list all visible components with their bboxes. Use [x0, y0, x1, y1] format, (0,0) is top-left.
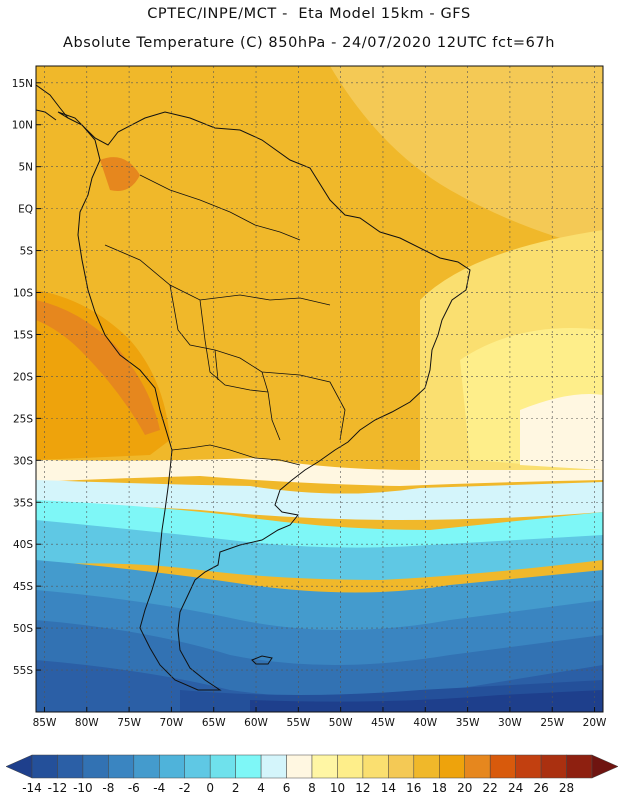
colorbar-swatch	[566, 754, 593, 779]
country-borders	[104, 174, 346, 466]
lat-tick-label: 35S	[13, 497, 33, 509]
lat-tick-label: EQ	[18, 204, 33, 216]
colorbar-label: 24	[508, 781, 523, 795]
colorbar-swatch	[464, 754, 491, 779]
lon-tick-label: 75W	[117, 717, 141, 729]
colorbar-label: -2	[179, 781, 191, 795]
colorbar-swatch	[31, 754, 58, 779]
colorbar-label: 22	[483, 781, 498, 795]
colorbar-swatch	[260, 754, 287, 779]
colorbar-swatch	[82, 754, 109, 779]
colorbar-label: 0	[206, 781, 214, 795]
colorbar-label: 12	[355, 781, 370, 795]
colorbar-label: 18	[432, 781, 447, 795]
colorbar-label: 26	[533, 781, 548, 795]
falkland-islands	[251, 655, 273, 665]
colorbar-label: 28	[559, 781, 574, 795]
map-title-line2: Absolute Temperature (C) 850hPa - 24/07/…	[62, 35, 556, 51]
lon-tick-label: 25W	[540, 717, 564, 729]
colorbar-swatch	[362, 754, 389, 779]
lon-tick-label: 45W	[371, 717, 395, 729]
colorbar-swatch	[159, 754, 185, 779]
colorbar-label: -12	[48, 781, 68, 795]
lon-tick-label: 85W	[33, 717, 57, 729]
lat-tick-label: 55S	[13, 665, 33, 677]
colorbar-swatch	[337, 754, 364, 779]
colorbar-swatch	[388, 754, 415, 779]
lon-tick-label: 70W	[160, 717, 184, 729]
colorbar-label: 10	[330, 781, 345, 795]
colorbar-label: 2	[232, 781, 240, 795]
colorbar-swatch	[184, 754, 211, 779]
colorbar-swatch	[489, 754, 516, 779]
graticule	[36, 66, 603, 712]
colorbar-swatch	[108, 754, 135, 779]
colorbar-over-triangle	[591, 754, 618, 779]
lon-tick-label: 30W	[498, 717, 522, 729]
lat-tick-label: 20S	[13, 371, 33, 383]
colorbar-label: -4	[153, 781, 165, 795]
lat-tick-label: 45S	[13, 581, 33, 593]
map-title-line1: CPTEC/INPE/MCT - Eta Model 15km - GFS	[147, 6, 471, 22]
colorbar-label: 14	[381, 781, 396, 795]
lon-tick-label: 35W	[456, 717, 480, 729]
lat-tick-label: 5S	[20, 246, 34, 258]
colorbar-label: -14	[22, 781, 42, 795]
temperature-field	[36, 66, 603, 712]
colorbar-swatch	[235, 754, 262, 779]
lon-tick-label: 55W	[286, 717, 310, 729]
lon-tick-label: 60W	[244, 717, 268, 729]
map-frame	[35, 65, 604, 713]
lat-tick-label: 15S	[13, 329, 33, 341]
colorbar-under-triangle	[5, 754, 33, 779]
colorbar-swatch	[133, 754, 160, 779]
lon-tick-label: 50W	[329, 717, 353, 729]
lat-tick-label: 10S	[13, 288, 33, 300]
lon-tick-label: 20W	[583, 717, 607, 729]
lat-tick-label: 5N	[18, 162, 33, 174]
colorbar-label: 6	[283, 781, 291, 795]
lon-tick-label: 40W	[413, 717, 437, 729]
colorbar-label: 16	[406, 781, 421, 795]
colorbar-label: -6	[128, 781, 140, 795]
colorbar-swatch	[286, 754, 313, 779]
colorbar-swatch	[413, 754, 440, 779]
lat-tick-label: 10N	[12, 120, 33, 132]
colorbar-swatch	[439, 754, 465, 779]
south-america-coastline	[57, 111, 471, 691]
colorbar-swatch	[540, 754, 567, 779]
colorbar-swatch	[311, 754, 338, 779]
colorbar-swatch	[209, 754, 236, 779]
lat-tick-label: 50S	[13, 623, 33, 635]
lon-tick-label: 65W	[202, 717, 226, 729]
colorbar-swatch	[515, 754, 542, 779]
colorbar-label: 4	[257, 781, 265, 795]
colorbar-label: -8	[102, 781, 114, 795]
lat-axis: 15N 10N 5N EQ 5S 10S 15S 20S 25S 30S 35S 40S 45S 50S 5…	[12, 78, 34, 677]
lat-tick-label: 30S	[13, 455, 33, 467]
lon-tick-label: 80W	[75, 717, 99, 729]
colorbar: -14 -12 -10 -8 -6 -4 -2 0 2 4 6 8 10 12 14 16 18 20 22 24 26…	[5, 754, 618, 795]
lat-tick-label: 40S	[13, 539, 33, 551]
colorbar-swatch	[57, 754, 84, 779]
colorbar-label: 20	[457, 781, 472, 795]
lat-tick-label: 25S	[13, 413, 33, 425]
colorbar-label: 8	[308, 781, 316, 795]
colorbar-label: -10	[73, 781, 93, 795]
central-america-coastline	[36, 84, 69, 121]
lat-tick-label: 15N	[12, 78, 33, 90]
lon-axis: 85W 80W 75W 70W 65W 60W 55W 50W 45W 40W 35W 30W 25W 2…	[33, 717, 607, 729]
